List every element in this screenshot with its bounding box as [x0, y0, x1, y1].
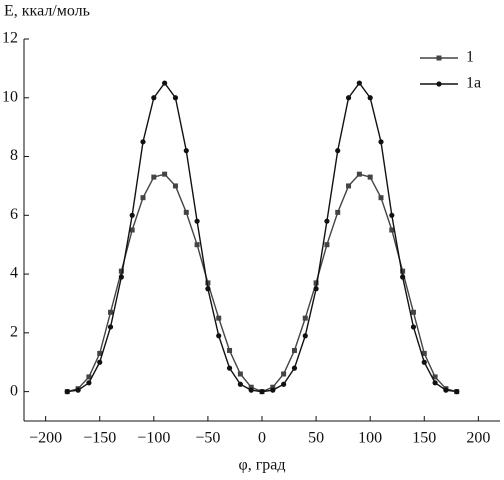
marker: [216, 333, 222, 339]
marker: [172, 95, 179, 101]
x-tick-label: −50: [195, 430, 220, 447]
y-tick-label: 8: [10, 147, 18, 164]
marker: [291, 365, 298, 371]
marker: [162, 80, 168, 86]
marker: [140, 195, 146, 201]
marker: [378, 195, 384, 201]
marker: [356, 80, 362, 86]
marker: [400, 268, 406, 274]
x-tick-label: 150: [412, 430, 436, 447]
series-line: [67, 81, 457, 393]
y-tick-label: 10: [2, 88, 18, 105]
marker: [129, 227, 135, 233]
marker: [97, 350, 103, 356]
marker: [421, 359, 427, 365]
marker: [194, 242, 200, 248]
legend-label: 1a: [466, 75, 481, 92]
marker: [86, 374, 92, 380]
marker: [75, 387, 81, 393]
legend-label: 1: [466, 49, 474, 66]
marker: [421, 350, 427, 356]
marker: [313, 286, 319, 292]
marker: [226, 365, 233, 371]
marker: [97, 359, 103, 365]
marker: [205, 286, 211, 292]
marker: [108, 309, 114, 315]
marker: [237, 371, 243, 377]
marker: [324, 242, 330, 248]
marker: [107, 324, 114, 330]
marker: [64, 389, 70, 395]
series-line: [67, 173, 457, 393]
marker: [162, 171, 168, 177]
marker: [389, 212, 395, 218]
y-axis-label: E, ккал/моль: [4, 3, 90, 20]
marker: [378, 139, 384, 145]
marker: [389, 227, 395, 233]
marker: [118, 268, 124, 274]
marker: [436, 55, 442, 61]
y-tick-label: 6: [10, 206, 18, 223]
marker: [302, 315, 308, 321]
marker: [151, 95, 157, 101]
x-tick-label: −150: [83, 430, 116, 447]
y-tick-label: 4: [10, 265, 18, 282]
marker: [216, 315, 222, 321]
x-axis-label: φ, град: [238, 457, 285, 474]
x-tick-label: 50: [308, 430, 324, 447]
marker: [237, 381, 243, 387]
marker: [432, 374, 438, 380]
y-tick-label: 0: [10, 382, 18, 399]
marker: [194, 218, 200, 224]
marker: [313, 280, 319, 286]
marker: [118, 274, 124, 280]
y-tick-label: 2: [10, 324, 18, 341]
marker: [302, 333, 308, 339]
marker: [356, 171, 362, 177]
marker: [367, 95, 373, 101]
marker: [248, 384, 254, 390]
x-tick-label: −200: [29, 430, 62, 447]
marker: [129, 212, 135, 218]
marker: [410, 324, 417, 330]
marker: [281, 371, 287, 377]
x-tick-label: 200: [466, 430, 490, 447]
marker: [346, 183, 352, 189]
x-tick-label: 0: [258, 430, 266, 447]
marker: [151, 174, 157, 180]
marker: [86, 380, 92, 386]
marker: [443, 387, 449, 393]
marker: [291, 347, 297, 353]
marker: [259, 389, 265, 395]
marker: [248, 387, 254, 393]
marker: [205, 280, 211, 286]
marker: [140, 139, 146, 145]
marker: [227, 347, 233, 353]
marker: [432, 380, 438, 386]
marker: [183, 209, 189, 215]
marker: [367, 174, 373, 180]
x-tick-label: −100: [137, 430, 170, 447]
marker: [324, 218, 330, 224]
marker: [183, 148, 189, 154]
marker: [410, 309, 416, 315]
marker: [335, 148, 341, 154]
marker: [270, 384, 276, 390]
marker: [281, 381, 287, 387]
marker: [172, 183, 178, 189]
marker: [454, 389, 460, 395]
marker: [345, 95, 352, 101]
y-tick-label: 12: [2, 30, 18, 47]
marker: [270, 387, 276, 393]
x-tick-label: 100: [358, 430, 382, 447]
marker: [400, 274, 406, 280]
marker: [436, 81, 442, 87]
marker: [335, 209, 341, 215]
